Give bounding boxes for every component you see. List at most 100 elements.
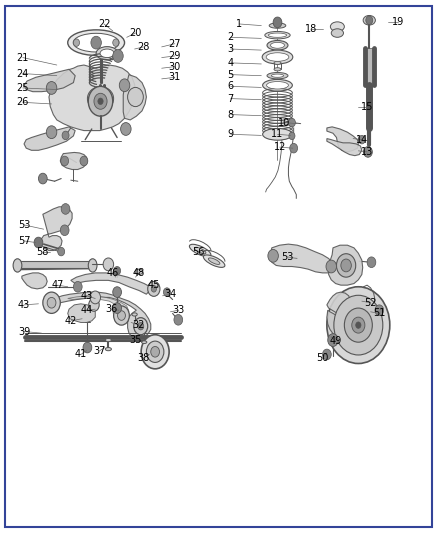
Circle shape <box>151 346 160 357</box>
Text: 5: 5 <box>228 70 234 79</box>
Circle shape <box>128 87 143 107</box>
Text: 26: 26 <box>17 98 29 107</box>
Text: 12: 12 <box>274 142 286 152</box>
Text: 14: 14 <box>356 135 368 144</box>
Polygon shape <box>327 292 350 313</box>
Ellipse shape <box>13 259 22 272</box>
Text: 53: 53 <box>281 252 294 262</box>
Ellipse shape <box>68 30 125 55</box>
Circle shape <box>375 305 384 316</box>
Ellipse shape <box>263 128 292 140</box>
Text: 37: 37 <box>94 346 106 356</box>
Circle shape <box>327 287 390 364</box>
Text: 10: 10 <box>278 118 290 127</box>
Circle shape <box>114 306 129 325</box>
Circle shape <box>148 281 160 296</box>
Text: 19: 19 <box>392 18 404 27</box>
Text: 6: 6 <box>228 82 234 91</box>
Circle shape <box>356 322 361 328</box>
Text: 45: 45 <box>148 280 160 290</box>
Circle shape <box>91 36 101 49</box>
Polygon shape <box>71 273 152 294</box>
Text: 33: 33 <box>172 305 184 315</box>
Text: 9: 9 <box>228 130 234 139</box>
Text: 53: 53 <box>18 220 30 230</box>
Ellipse shape <box>203 255 225 268</box>
Polygon shape <box>327 139 362 156</box>
Circle shape <box>334 295 383 355</box>
Ellipse shape <box>274 61 281 64</box>
Ellipse shape <box>265 31 290 39</box>
Circle shape <box>43 292 60 313</box>
Circle shape <box>83 342 92 353</box>
Ellipse shape <box>271 43 284 48</box>
Circle shape <box>134 318 148 335</box>
Circle shape <box>46 82 57 94</box>
Circle shape <box>88 86 113 116</box>
Circle shape <box>344 308 372 342</box>
Circle shape <box>268 249 278 262</box>
Ellipse shape <box>267 41 288 50</box>
Circle shape <box>46 126 57 139</box>
Text: 7: 7 <box>228 94 234 103</box>
Text: 46: 46 <box>107 268 119 278</box>
Ellipse shape <box>271 74 284 77</box>
Circle shape <box>60 225 69 236</box>
Text: 43: 43 <box>18 300 30 310</box>
Polygon shape <box>327 310 357 339</box>
Text: 13: 13 <box>361 147 373 157</box>
Circle shape <box>289 132 295 140</box>
Text: 15: 15 <box>361 102 373 111</box>
Circle shape <box>34 237 43 248</box>
Circle shape <box>328 334 338 346</box>
Text: 57: 57 <box>18 236 30 246</box>
Polygon shape <box>327 127 358 152</box>
Text: 58: 58 <box>37 247 49 256</box>
Circle shape <box>73 39 80 46</box>
Polygon shape <box>22 273 47 289</box>
Circle shape <box>47 297 56 308</box>
Circle shape <box>98 98 103 104</box>
Text: 35: 35 <box>129 335 142 345</box>
Ellipse shape <box>142 341 147 344</box>
Text: 42: 42 <box>65 316 77 326</box>
Polygon shape <box>68 304 95 322</box>
Circle shape <box>174 314 183 325</box>
Ellipse shape <box>330 22 344 31</box>
Text: 47: 47 <box>52 280 64 290</box>
Text: 39: 39 <box>18 327 30 336</box>
Text: 52: 52 <box>364 298 377 308</box>
Circle shape <box>163 288 170 296</box>
Text: 31: 31 <box>169 72 181 82</box>
Polygon shape <box>49 65 135 131</box>
Text: 30: 30 <box>169 62 181 71</box>
Ellipse shape <box>267 72 288 79</box>
Polygon shape <box>365 48 374 85</box>
Text: 38: 38 <box>137 353 149 363</box>
Circle shape <box>118 311 125 320</box>
Ellipse shape <box>262 50 293 64</box>
Text: 50: 50 <box>316 353 329 363</box>
Circle shape <box>113 287 121 297</box>
Ellipse shape <box>266 53 289 61</box>
Text: 27: 27 <box>169 39 181 49</box>
Ellipse shape <box>363 15 375 25</box>
Ellipse shape <box>189 244 211 257</box>
Text: 36: 36 <box>105 304 118 314</box>
Ellipse shape <box>331 29 343 37</box>
Circle shape <box>151 286 156 292</box>
Circle shape <box>273 17 282 28</box>
Text: 25: 25 <box>17 83 29 93</box>
Polygon shape <box>329 245 363 285</box>
Polygon shape <box>24 127 75 150</box>
Text: 41: 41 <box>75 350 87 359</box>
Polygon shape <box>24 69 75 92</box>
Circle shape <box>341 259 351 272</box>
Circle shape <box>364 147 372 157</box>
Ellipse shape <box>135 269 143 274</box>
Circle shape <box>58 247 65 256</box>
Ellipse shape <box>100 49 114 58</box>
Circle shape <box>326 260 336 273</box>
Text: 3: 3 <box>228 44 234 54</box>
Polygon shape <box>60 152 87 169</box>
